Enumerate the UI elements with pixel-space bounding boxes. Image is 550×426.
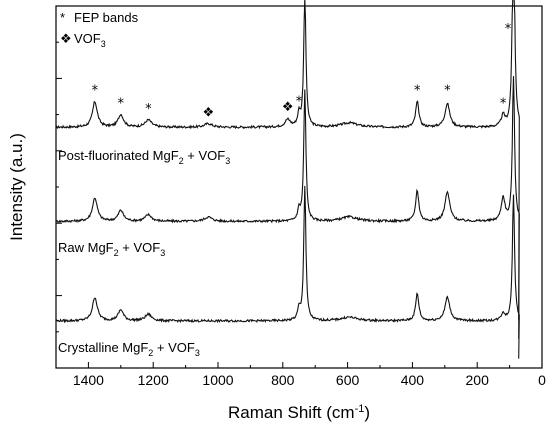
- fep-band-marker: *: [444, 84, 451, 99]
- x-axis-ticks: 1400 1200 1000 800 600 400 200 0: [73, 362, 546, 388]
- legend-fep-label: FEP bands: [74, 10, 139, 25]
- x-tick-label: 0: [538, 372, 546, 388]
- series-trace: [55, 0, 520, 320]
- series-layer: Post-fluorinated MgF2 + VOF3 Raw MgF2 + V…: [55, 0, 520, 359]
- legend-vof3-label: VOF3: [74, 31, 106, 49]
- fep-band-marker: *: [145, 102, 152, 117]
- x-tick-label: 800: [271, 372, 295, 388]
- vof3-marker: ❖: [202, 105, 214, 120]
- y-axis-ticks: [56, 5, 62, 369]
- vof3-marker: ❖: [282, 100, 294, 115]
- y-axis-title: Intensity (a.u.): [7, 133, 26, 241]
- x-tick-label: 400: [401, 372, 425, 388]
- series-label: Raw MgF2 + VOF3: [58, 240, 165, 258]
- fep-band-marker: *: [118, 96, 125, 111]
- fep-band-marker: *: [296, 95, 303, 110]
- x-axis-title: Raman Shift (cm-1): [228, 403, 370, 422]
- x-tick-label: 1200: [138, 372, 169, 388]
- x-tick-label: 1400: [73, 372, 104, 388]
- series-label: Post-fluorinated MgF2 + VOF3: [58, 148, 230, 166]
- legend-vof3-symbol: ❖: [60, 31, 72, 46]
- plot-frame: [55, 5, 543, 369]
- annotation-layer: ***❖❖******: [92, 22, 512, 120]
- series-trace: [55, 76, 520, 339]
- series-label: Crystalline MgF2 + VOF3: [58, 340, 200, 358]
- x-tick-label: 200: [466, 372, 490, 388]
- legend: * FEP bands ❖ VOF3: [60, 10, 139, 49]
- fep-band-marker: *: [500, 96, 507, 111]
- x-tick-label: 1000: [202, 372, 233, 388]
- series-trace: [55, 185, 520, 359]
- fep-band-marker: *: [92, 84, 99, 99]
- fep-band-marker: *: [414, 84, 421, 99]
- legend-fep-symbol: *: [60, 10, 65, 25]
- x-tick-label: 600: [336, 372, 360, 388]
- fep-band-marker: *: [505, 22, 512, 37]
